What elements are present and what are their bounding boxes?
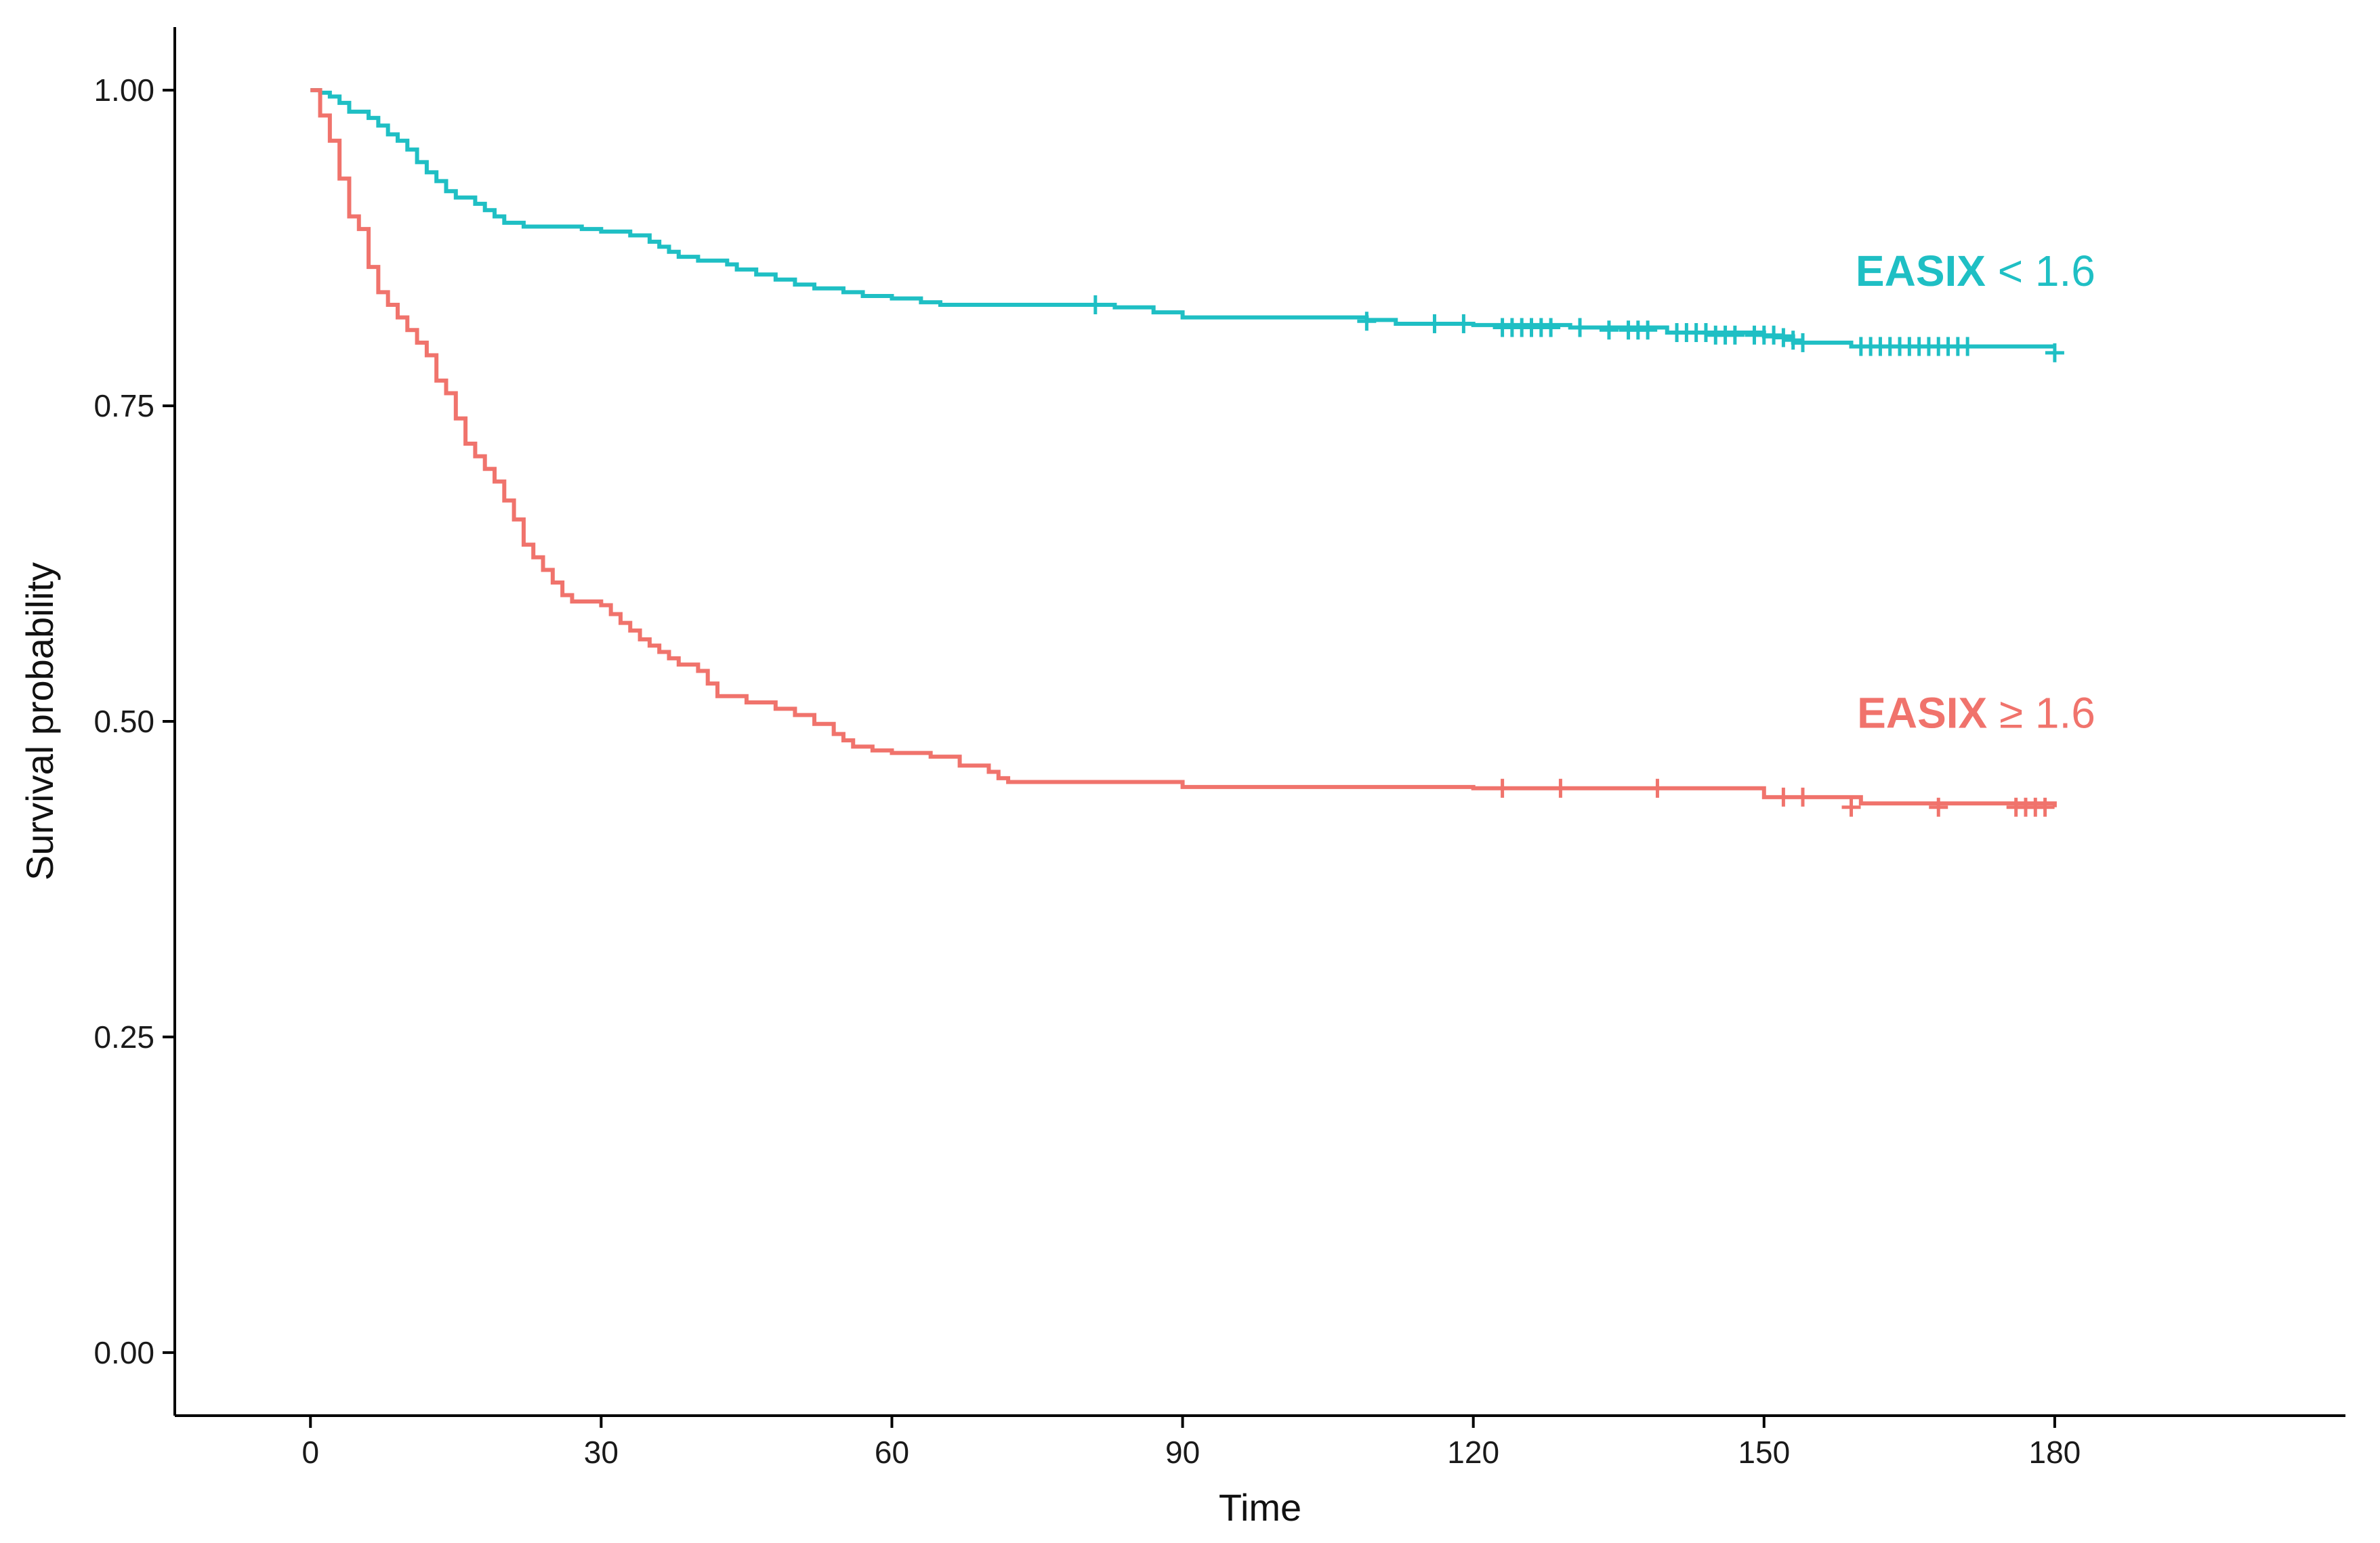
- series-label-threshold: ≥ 1.6: [1987, 688, 2095, 737]
- censor-mark: [1793, 787, 1812, 807]
- censor-mark: [2035, 797, 2055, 817]
- series-label: EASIX ≥ 1.6: [1857, 688, 2095, 737]
- censor-mark: [1541, 318, 1561, 337]
- censor-mark: [1929, 797, 1948, 817]
- x-tick-label: 120: [1447, 1435, 1499, 1470]
- survival-curve-0: [310, 88, 2055, 349]
- x-tick-label: 180: [2029, 1435, 2081, 1470]
- censor-mark: [1648, 778, 1667, 798]
- x-axis-title: Time: [1219, 1486, 1301, 1529]
- y-tick-label: 0.00: [93, 1335, 154, 1370]
- censor-mark: [1696, 323, 1715, 342]
- censor-mark: [1454, 314, 1474, 333]
- censor-mark: [1551, 778, 1570, 798]
- series-label-name: EASIX: [1857, 688, 1987, 737]
- censor-mark: [1085, 295, 1105, 314]
- censor-mark: [1783, 331, 1803, 350]
- y-tick-label: 1.00: [93, 72, 154, 108]
- censor-mark: [1841, 797, 1861, 817]
- x-tick-label: 30: [584, 1435, 619, 1470]
- x-tick-label: 90: [1165, 1435, 1200, 1470]
- censor-mark: [1793, 333, 1812, 352]
- series-label-name: EASIX: [1856, 247, 1986, 295]
- censor-mark: [1492, 778, 1512, 798]
- tick-marks: 0 30 60 90 120 150 180 0.00 0.25 0.50 0.75 1.00: [93, 72, 2081, 1470]
- x-tick-label: 0: [301, 1435, 319, 1470]
- y-tick-label: 0.75: [93, 388, 154, 423]
- censor-mark: [1764, 325, 1784, 345]
- censor-marks: [1085, 295, 2064, 817]
- series-label-threshold: < 1.6: [1986, 247, 2095, 295]
- censor-mark: [1725, 325, 1745, 345]
- censor-mark: [1638, 320, 1658, 340]
- survival-curves: [310, 88, 2057, 807]
- x-tick-label: 60: [875, 1435, 909, 1470]
- censor-mark: [1425, 314, 1444, 333]
- censor-mark: [1357, 312, 1377, 331]
- censor-mark: [1774, 328, 1793, 347]
- censor-mark: [1599, 320, 1619, 340]
- y-tick-label: 0.50: [93, 704, 154, 739]
- censor-mark: [1774, 787, 1793, 807]
- survival-curve-1: [310, 88, 2057, 807]
- x-tick-label: 150: [1738, 1435, 1790, 1470]
- y-axis-title: Survival probability: [18, 562, 61, 881]
- censor-mark: [1958, 337, 1978, 356]
- y-tick-label: 0.25: [93, 1019, 154, 1055]
- series-label: EASIX < 1.6: [1856, 247, 2095, 295]
- censor-mark: [2045, 343, 2064, 362]
- censor-mark: [1570, 318, 1590, 337]
